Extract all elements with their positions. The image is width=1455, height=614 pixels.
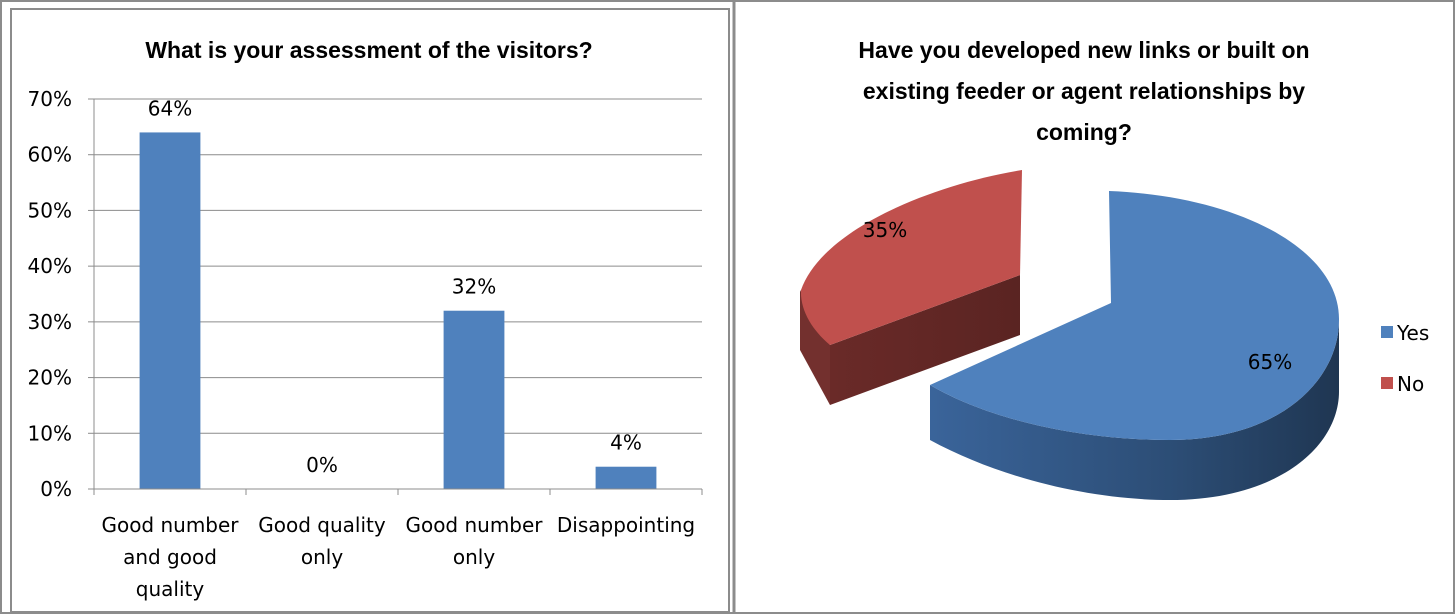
bar-category-label: Good quality only: [258, 513, 386, 569]
legend-swatch-yes: [1381, 326, 1393, 338]
bar-y-tick-label: 40%: [28, 254, 72, 278]
pie-legend: Yes No: [1381, 321, 1429, 396]
bar-data-label: 64%: [148, 96, 192, 120]
bar-category-label: Good number and good quality: [101, 513, 239, 601]
bar-y-tick-label: 20%: [28, 366, 72, 390]
legend-label-no: No: [1397, 372, 1424, 396]
bar-chart-panel: [10, 8, 730, 613]
pie-title-line-3: coming?: [1036, 119, 1132, 145]
bar-data-label: 0%: [306, 453, 338, 477]
bar-category-line: only: [301, 545, 343, 569]
legend-swatch-no: [1381, 377, 1393, 389]
bar-category-label: Good number only: [405, 513, 543, 569]
bar-category-line: quality: [136, 577, 205, 601]
bar-y-tick-label: 50%: [28, 198, 72, 222]
pie-slice-no-side-cut: [830, 275, 1020, 405]
bar-category-line: Disappointing: [557, 513, 695, 537]
pie-slice-yes: [930, 191, 1340, 440]
bar: [139, 132, 201, 489]
bar-y-tick-label: 0%: [40, 477, 72, 501]
bar-data-labels: 64% 0% 32% 4%: [148, 96, 642, 477]
pie-slice-no: [800, 170, 1022, 345]
pie-slice-yes-side: [930, 320, 1340, 500]
bar-category-line: and good: [123, 545, 217, 569]
bar-category-label: Disappointing: [557, 513, 695, 537]
bar-chart-title: What is your assessment of the visitors?: [145, 37, 592, 63]
bar-chart: What is your assessment of the visitors?…: [28, 37, 703, 601]
bar-y-tick-label: 60%: [28, 143, 72, 167]
bar-y-tick-label: 70%: [28, 87, 72, 111]
pie-data-label-yes: 65%: [1248, 350, 1292, 374]
pie-chart: Have you developed new links or built on…: [800, 37, 1429, 500]
bar-y-tick-label: 30%: [28, 310, 72, 334]
bar-data-label: 32%: [452, 275, 496, 299]
bar-category-line: Good quality: [258, 513, 386, 537]
bar: [443, 310, 505, 489]
bar-y-axis: 0% 10% 20% 30% 40% 50% 60% 70%: [28, 87, 95, 501]
pie-title-line-1: Have you developed new links or built on: [858, 37, 1309, 63]
pie-slice-no-side-left: [800, 290, 830, 405]
pie-data-label-no: 35%: [863, 218, 907, 242]
bar-category-line: Good number: [405, 513, 543, 537]
bar-y-tick-label: 10%: [28, 421, 72, 445]
bar-category-line: only: [453, 545, 495, 569]
bar-category-labels: Good number and good quality Good quality on…: [101, 513, 695, 601]
legend-label-yes: Yes: [1396, 321, 1429, 345]
bar-data-label: 4%: [610, 431, 642, 455]
bar: [595, 466, 657, 489]
bar-category-line: Good number: [101, 513, 239, 537]
pie-title-line-2: existing feeder or agent relationships b…: [863, 78, 1305, 104]
bar-series: [139, 132, 657, 489]
bar-x-axis: [93, 488, 703, 495]
